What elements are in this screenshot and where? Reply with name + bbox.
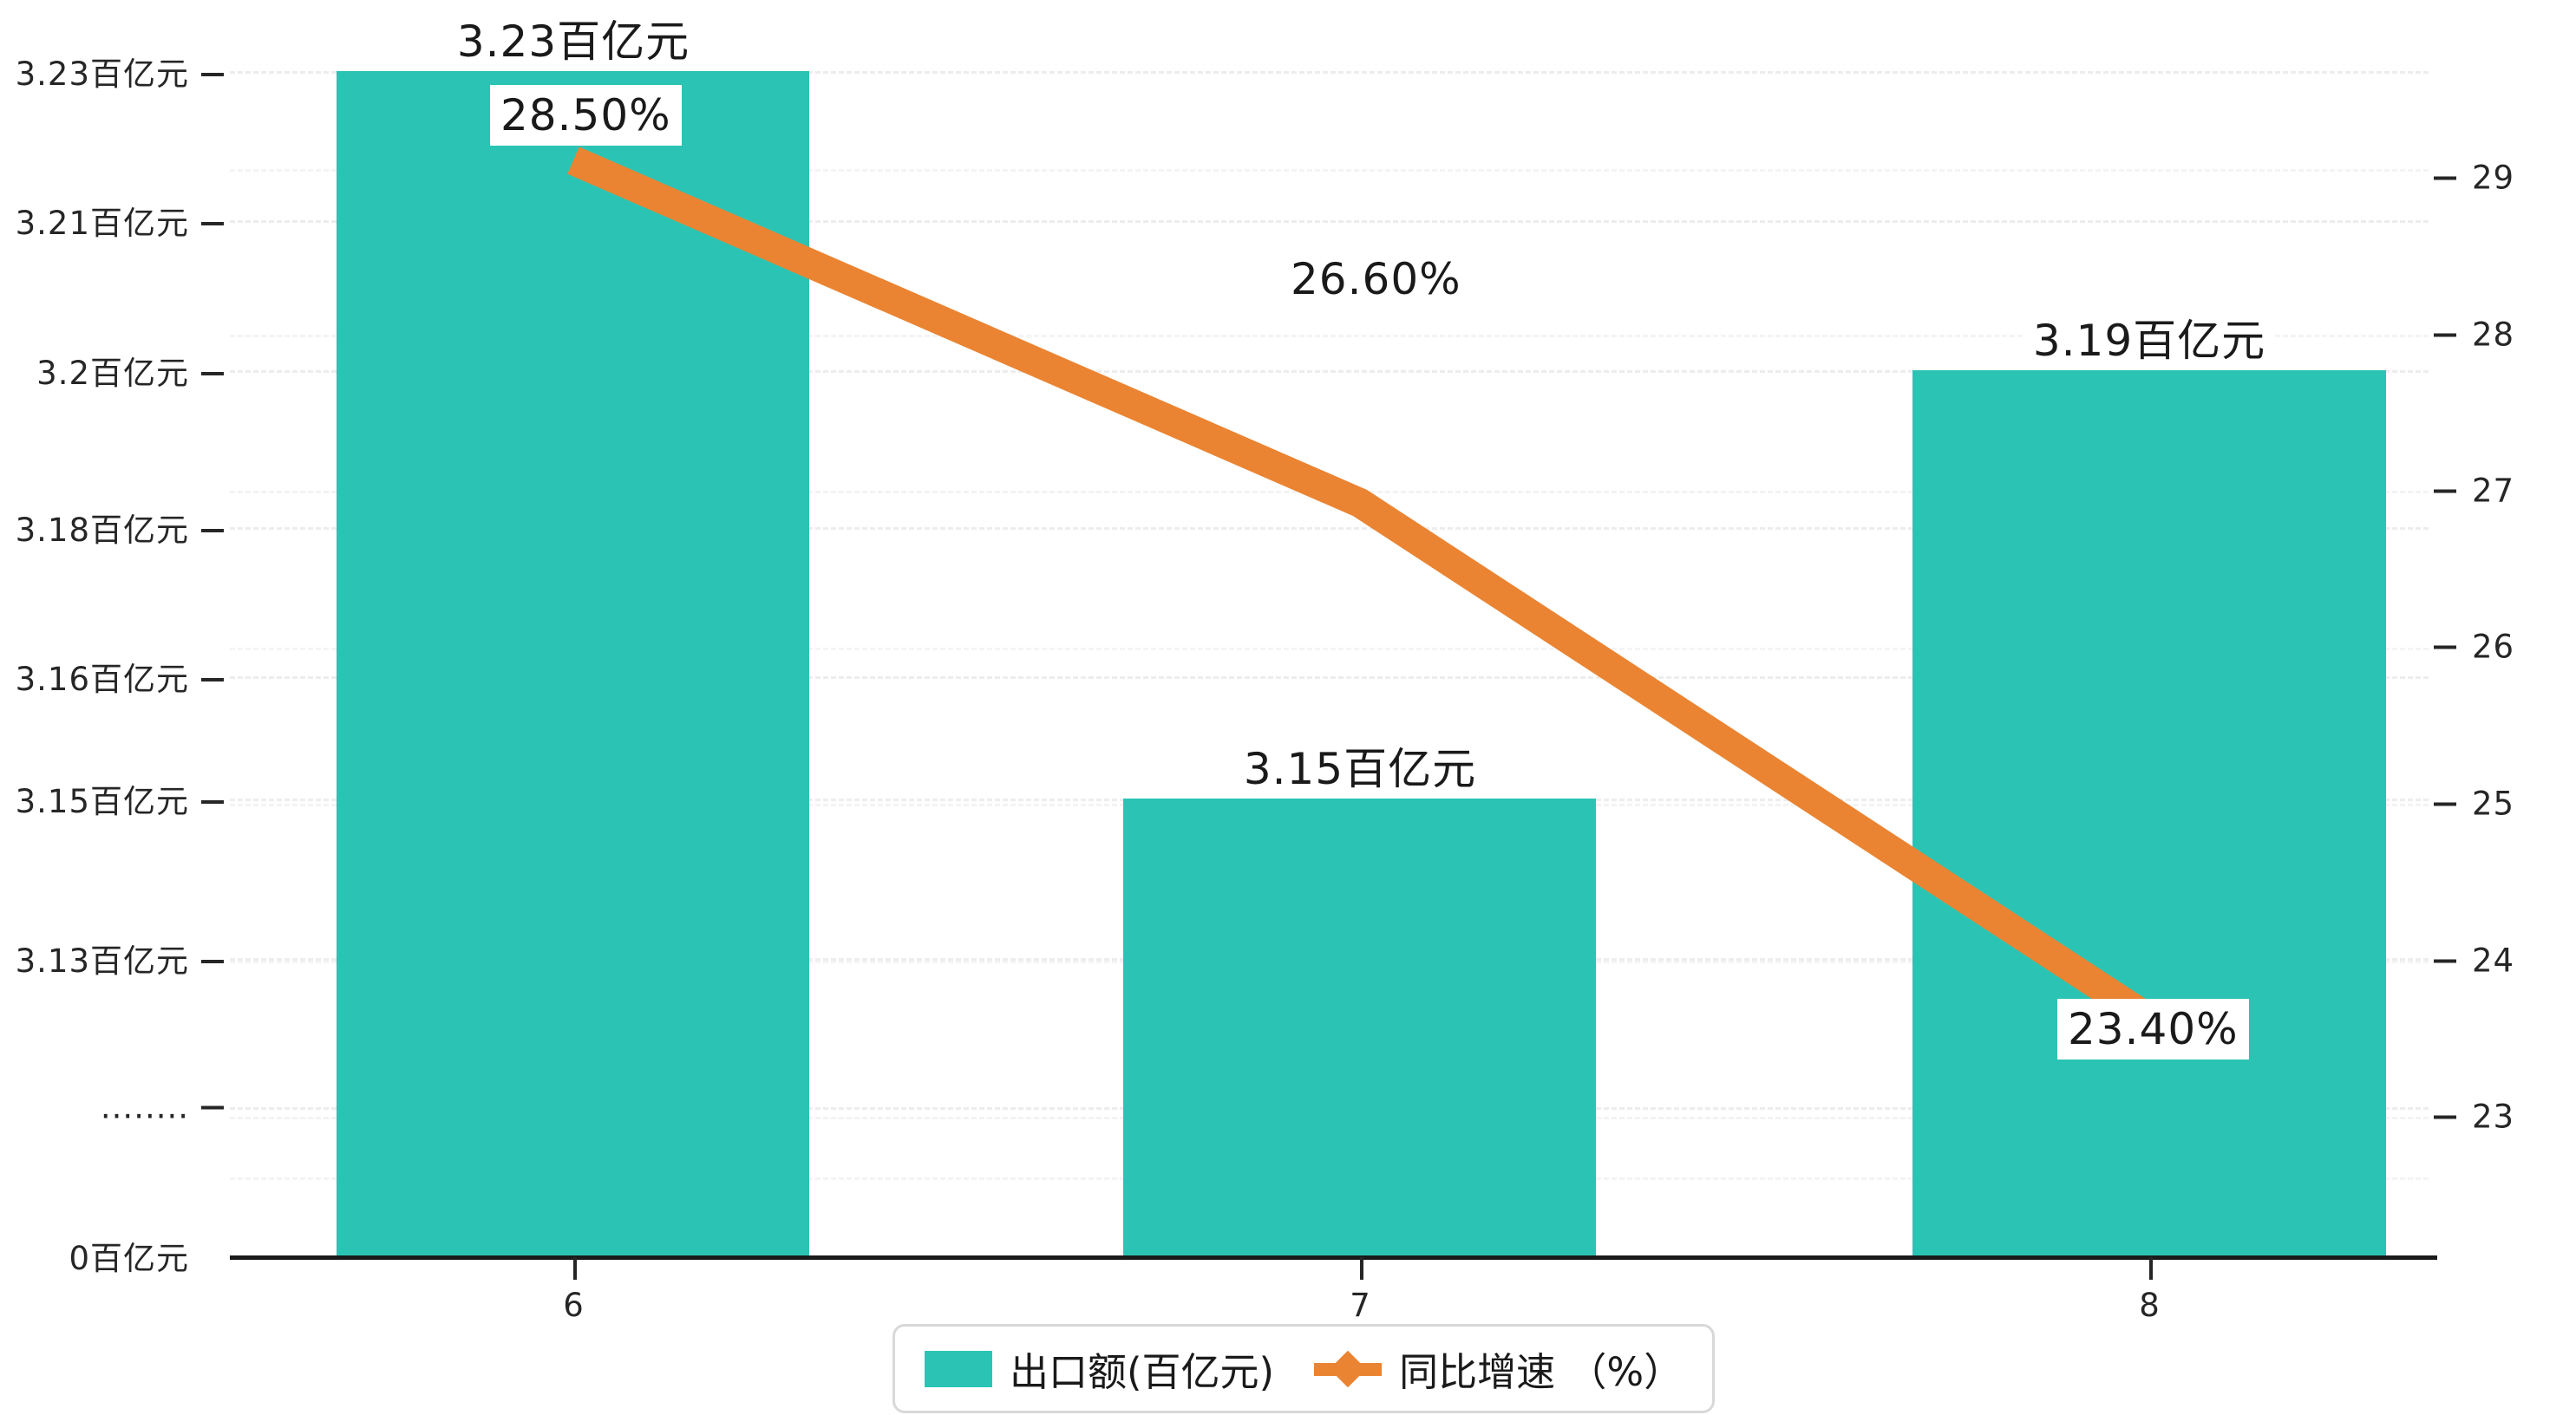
tick-dash-icon: [201, 960, 224, 963]
ytick-right-5: 28: [2434, 316, 2514, 354]
bar-swatch-icon: [925, 1350, 992, 1387]
bar-value-label-7: 3.15百亿元: [1234, 733, 1486, 799]
ytick-left-1-break: ........: [101, 1089, 224, 1126]
ytick-right-6: 29: [2434, 160, 2514, 197]
tick-dash-icon: [2434, 1115, 2456, 1119]
line-value-label-8: 23.40%: [2057, 999, 2249, 1060]
ytick-right-3: 26: [2434, 629, 2514, 666]
tick-dash-icon: [2434, 959, 2456, 963]
tick-dash-icon: [2434, 489, 2456, 493]
ytick-left-6: 3.2百亿元: [36, 347, 224, 394]
tick-dash-icon: [2434, 802, 2456, 806]
ytick-left-2: 3.13百亿元: [16, 935, 224, 981]
xtick-label-6: 6: [563, 1287, 584, 1324]
gridline: [230, 71, 2429, 74]
tick-dash-icon: [201, 529, 224, 532]
tick-dash-icon: [201, 73, 224, 76]
tick-dash-icon: [201, 372, 224, 375]
bar-7[interactable]: [1123, 799, 1596, 1257]
ytick-left-8: 3.23百亿元: [16, 48, 224, 95]
ytick-right-0: 23: [2434, 1099, 2514, 1136]
ytick-left-0: 0百亿元: [69, 1232, 224, 1279]
bar-value-label-8: 3.19百亿元: [2024, 304, 2275, 370]
line-value-label-7: 26.60%: [1291, 254, 1461, 304]
ytick-left-5: 3.18百亿元: [16, 504, 224, 551]
line-value-label-6: 28.50%: [490, 85, 682, 146]
bar-6[interactable]: [337, 71, 809, 1257]
ytick-right-2: 25: [2434, 786, 2514, 823]
ytick-left-4: 3.16百亿元: [16, 653, 224, 700]
xtick-label-8: 8: [2139, 1287, 2160, 1324]
tick-dash-icon: [201, 800, 224, 804]
tick-dash-icon: [201, 1105, 224, 1110]
xtick-mark-7: [1360, 1257, 1363, 1280]
ytick-left-3: 3.15百亿元: [16, 775, 224, 822]
xtick-mark-6: [573, 1257, 577, 1280]
diamond-marker-icon: [1329, 1350, 1367, 1387]
legend: 出口额(百亿元) 同比增速 （%）: [892, 1324, 1716, 1413]
legend-label-growth-rate: 同比增速 （%）: [1399, 1349, 1684, 1395]
line-diamond-swatch-icon: [1314, 1350, 1383, 1387]
tick-dash-icon: [2434, 333, 2456, 337]
xtick-label-7: 7: [1350, 1287, 1370, 1324]
tick-dash-icon: [2434, 645, 2456, 649]
ytick-right-1: 24: [2434, 942, 2514, 980]
tick-dash-icon: [2434, 176, 2456, 180]
bar-value-label-6: 3.23百亿元: [448, 5, 699, 71]
ytick-left-7: 3.21百亿元: [16, 197, 224, 244]
legend-item-export-value[interactable]: 出口额(百亿元): [925, 1340, 1274, 1397]
x-axis-line: [230, 1255, 2437, 1260]
legend-item-growth-rate[interactable]: 同比增速 （%）: [1314, 1340, 1683, 1397]
xtick-mark-8: [2149, 1257, 2153, 1280]
ytick-right-4: 27: [2434, 473, 2514, 510]
bar-8[interactable]: [1912, 370, 2386, 1257]
tick-dash-icon: [201, 222, 224, 225]
tick-dash-icon: [201, 1257, 224, 1261]
legend-label-export-value: 出口额(百亿元): [1010, 1349, 1275, 1395]
tick-dash-icon: [201, 678, 224, 681]
plot-area: [230, 17, 2429, 1257]
